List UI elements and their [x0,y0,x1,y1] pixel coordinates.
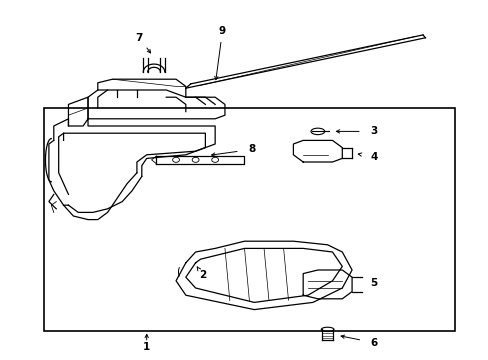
Text: 7: 7 [135,33,143,43]
Text: 6: 6 [370,338,377,348]
Text: 4: 4 [369,152,377,162]
Text: 3: 3 [370,126,377,136]
Bar [44,108,454,331]
Text: 9: 9 [219,26,225,36]
Text: 1: 1 [143,342,150,352]
Text: 8: 8 [248,144,255,154]
Text: 2: 2 [199,270,206,280]
Text: 5: 5 [370,278,377,288]
